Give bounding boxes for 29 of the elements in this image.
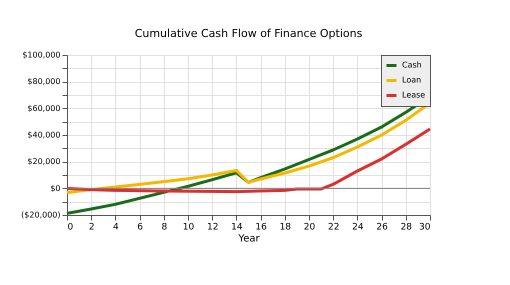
x-tick-label: 10 (182, 222, 194, 232)
y-tick-label: $20,000 (27, 157, 60, 166)
x-tick-label: 24 (352, 222, 364, 232)
line-series (66, 128, 432, 194)
x-tick-label: 2 (88, 222, 95, 232)
x-tick-label: 6 (137, 222, 144, 232)
x-tick-label: 4 (113, 222, 120, 232)
x-tick-label: 22 (328, 222, 340, 232)
y-tick-label: $100,000 (22, 50, 60, 60)
y-tick-label: ($20,000) (21, 210, 60, 220)
legend-label: Loan (402, 76, 422, 84)
x-tick-label: 18 (280, 222, 292, 232)
y-tick-label: $40,000 (27, 130, 60, 140)
x-tick-label: 20 (304, 222, 316, 232)
chart-title: Cumulative Cash Flow of Finance Options (134, 27, 363, 40)
x-axis-title: Year (237, 234, 260, 244)
x-tick-label: 16 (255, 222, 268, 232)
x-tick-label: 28 (400, 222, 412, 232)
x-tick-label: 8 (161, 222, 168, 232)
y-tick-label: $60,000 (27, 104, 60, 113)
x-tick-label: 12 (206, 222, 218, 232)
x-tick-label: 26 (376, 222, 388, 232)
x-tick-label: 14 (231, 222, 243, 232)
y-tick-label: $0 (50, 184, 60, 193)
legend-label: Cash (402, 60, 422, 70)
x-tick-label: 0 (68, 222, 74, 232)
x-tick-label: 30 (419, 222, 431, 232)
legend-label: Lease (402, 90, 426, 100)
y-tick-label: $80,000 (27, 77, 60, 86)
